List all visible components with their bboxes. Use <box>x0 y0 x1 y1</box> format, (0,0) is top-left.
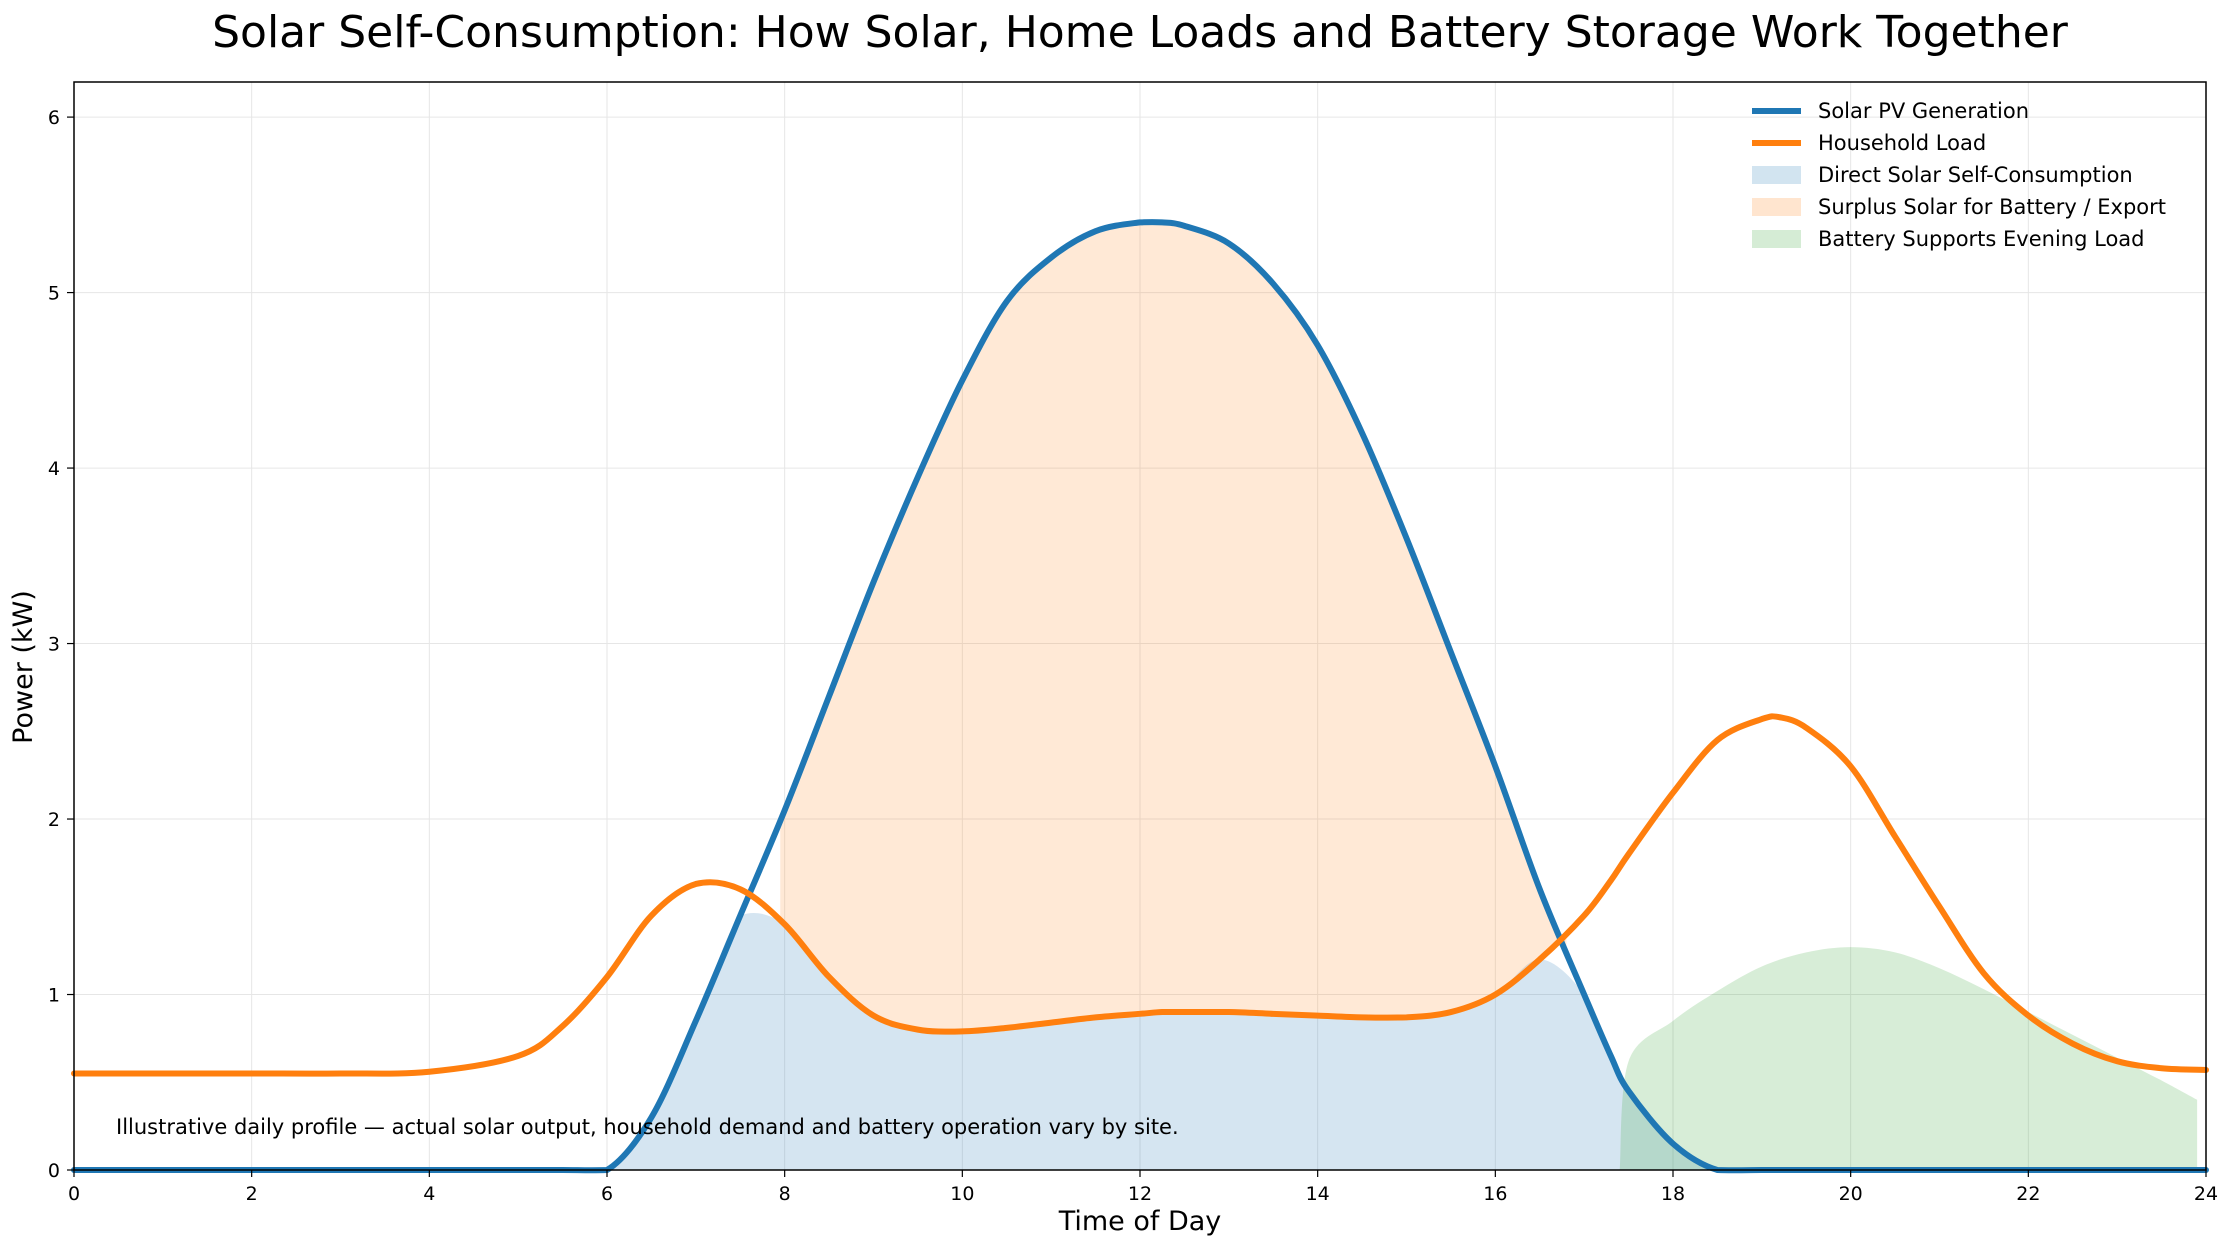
x-tick-label: 16 <box>1483 1183 1507 1205</box>
x-tick-label: 6 <box>601 1183 613 1205</box>
y-tick-label: 0 <box>48 1160 60 1182</box>
legend-swatch <box>1752 198 1801 216</box>
y-tick-label: 4 <box>48 458 60 480</box>
y-tick-label: 6 <box>48 107 60 129</box>
x-tick-label: 8 <box>779 1183 791 1205</box>
x-tick-label: 2 <box>246 1183 258 1205</box>
x-tick-label: 10 <box>950 1183 974 1205</box>
x-tick-label: 4 <box>423 1183 435 1205</box>
y-tick-label: 3 <box>48 634 60 656</box>
legend-label: Surplus Solar for Battery / Export <box>1818 195 2166 219</box>
x-tick-label: 22 <box>2016 1183 2040 1205</box>
area-direct-solar-self-consumption <box>74 912 2206 1171</box>
x-tick-label: 24 <box>2194 1183 2218 1205</box>
y-axis-label: Power (kW) <box>8 590 39 744</box>
y-tick-label: 1 <box>48 985 60 1007</box>
legend-label: Solar PV Generation <box>1818 99 2029 123</box>
chart-annotation: Illustrative daily profile — actual sola… <box>116 1115 1179 1139</box>
x-tick-label: 0 <box>68 1183 80 1205</box>
filled-areas <box>74 222 2206 1171</box>
x-tick-label: 14 <box>1306 1183 1330 1205</box>
legend-label: Battery Supports Evening Load <box>1818 227 2144 251</box>
y-tick-label: 2 <box>48 809 60 831</box>
legend: Solar PV Generation Household Load Direct … <box>1752 99 2166 251</box>
x-tick-label: 18 <box>1661 1183 1685 1205</box>
chart-title: Solar Self-Consumption: How Solar, Home … <box>212 7 2069 58</box>
area-surplus-solar-for-battery-export <box>779 222 1567 1032</box>
line-household-load <box>71 713 2209 1077</box>
x-axis-label: Time of Day <box>1058 1206 1222 1237</box>
legend-label: Household Load <box>1818 131 1986 155</box>
x-tick-label: 12 <box>1128 1183 1152 1205</box>
legend-swatch <box>1752 230 1801 248</box>
legend-swatch <box>1752 166 1801 184</box>
legend-label: Direct Solar Self-Consumption <box>1818 163 2133 187</box>
x-tick-label: 20 <box>1839 1183 1863 1205</box>
area-battery-supports-evening-load <box>1619 947 2198 1170</box>
y-tick-label: 5 <box>48 283 60 305</box>
